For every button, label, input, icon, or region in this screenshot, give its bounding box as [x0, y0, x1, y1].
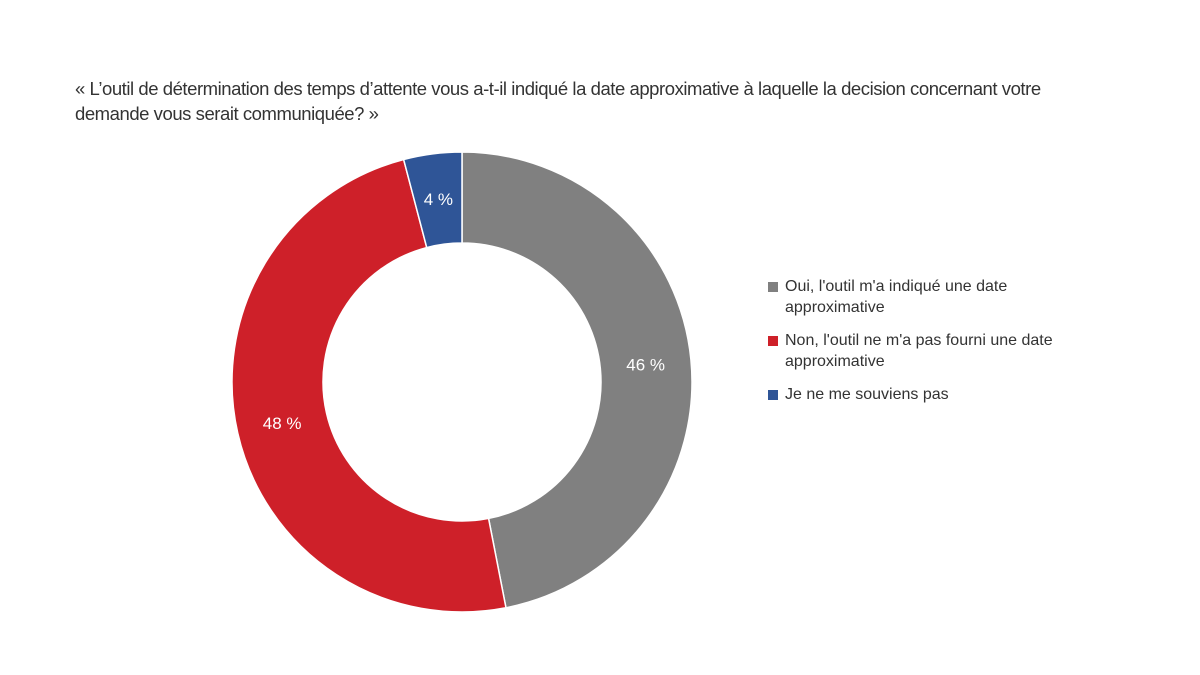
- legend-swatch: [768, 282, 778, 292]
- legend-item: Oui, l'outil m'a indiqué une date approx…: [768, 276, 1078, 318]
- donut-slice: [461, 151, 693, 609]
- legend-label: Oui, l'outil m'a indiqué une date approx…: [785, 278, 1008, 316]
- legend-label: Je ne me souviens pas: [785, 386, 949, 403]
- data-label: 4 %: [424, 190, 453, 209]
- data-label: 48 %: [263, 414, 302, 433]
- legend-item: Non, l'outil ne m'a pas fourni une date …: [768, 330, 1078, 372]
- legend-swatch: [768, 390, 778, 400]
- legend: Oui, l'outil m'a indiqué une date approx…: [768, 276, 1078, 417]
- donut-slice: [231, 158, 507, 613]
- data-label: 46 %: [626, 355, 665, 374]
- legend-label: Non, l'outil ne m'a pas fourni une date …: [785, 332, 1053, 370]
- legend-item: Je ne me souviens pas: [768, 384, 1078, 405]
- donut-slice: [402, 151, 463, 249]
- legend-swatch: [768, 336, 778, 346]
- chart-title: « L’outil de détermination des temps d’a…: [75, 78, 1041, 124]
